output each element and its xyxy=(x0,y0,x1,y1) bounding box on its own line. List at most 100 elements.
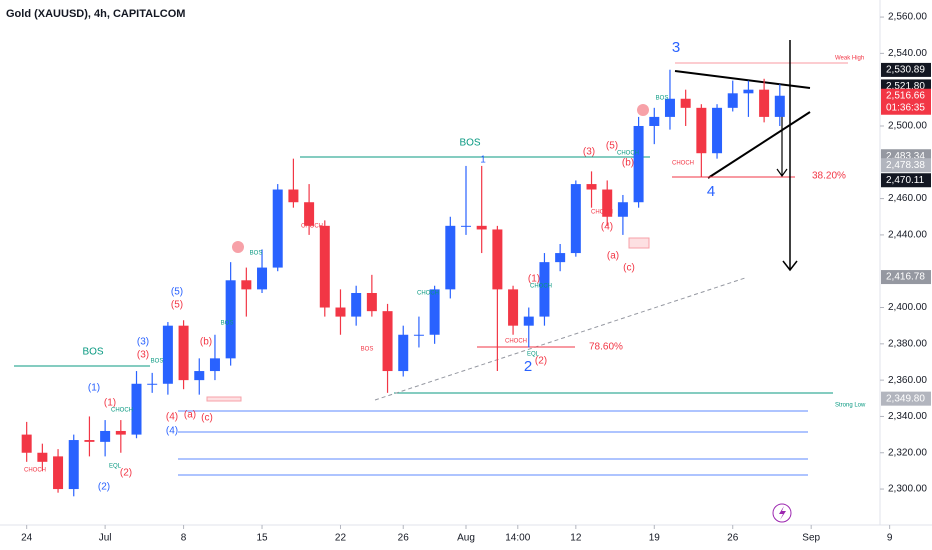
annotation: (3) xyxy=(137,350,149,361)
candle-body xyxy=(257,267,268,290)
candles xyxy=(21,69,785,497)
candle-body xyxy=(194,371,205,381)
annotation: CHOCH xyxy=(24,468,46,474)
x-tick-label: 9 xyxy=(887,533,893,544)
annotation: CHOCH xyxy=(530,284,552,290)
annotation: (4) xyxy=(166,426,178,437)
candle-body xyxy=(319,225,330,308)
annotation: Weak High xyxy=(835,56,864,62)
candle-body xyxy=(382,311,393,372)
candle-body xyxy=(461,225,471,227)
annotation: BOS xyxy=(250,251,263,257)
candle-body xyxy=(147,383,158,385)
candle-body xyxy=(508,289,519,326)
candle-body xyxy=(21,434,32,453)
chart-title: Gold (XAUUSD), 4h, CAPITALCOM xyxy=(6,8,185,20)
candle-body xyxy=(115,430,126,435)
marker xyxy=(637,104,649,116)
drawings xyxy=(14,40,848,523)
price-label-box xyxy=(881,270,931,285)
annotation: CHOCH xyxy=(672,161,694,167)
candle-body xyxy=(680,98,691,108)
candle-body xyxy=(335,307,346,317)
triangle-lower xyxy=(707,111,811,179)
candle-body xyxy=(100,430,111,442)
annotation: (2) xyxy=(120,468,132,479)
zone xyxy=(628,237,650,249)
annotation: CHOCH xyxy=(617,151,639,157)
candle-body xyxy=(304,202,315,226)
candle-body xyxy=(68,440,79,490)
candle-body xyxy=(131,383,142,435)
arrow-head xyxy=(782,260,798,272)
price-label: 2,349.80 xyxy=(886,393,925,404)
y-tick-label: 2,400.00 xyxy=(888,302,927,313)
alert-icon[interactable] xyxy=(772,503,792,523)
y-tick-label: 2,300.00 xyxy=(888,484,927,495)
price-label: 2,516.66 xyxy=(886,90,925,101)
annotation: 2 xyxy=(524,358,532,375)
candle-body xyxy=(523,316,534,326)
annotation: EQL xyxy=(109,464,122,470)
candle-body xyxy=(429,289,440,335)
annotation: Strong Low xyxy=(835,403,866,409)
annotation: CHOCH xyxy=(301,224,323,230)
annotation: (1) xyxy=(528,274,540,285)
y-tick-label: 2,540.00 xyxy=(888,48,927,59)
candle-body xyxy=(53,456,64,490)
annotation: (3) xyxy=(137,337,149,348)
x-tick-label: 19 xyxy=(649,533,661,544)
annotation: (1) xyxy=(104,398,116,409)
annotation: (c) xyxy=(201,413,213,424)
zone xyxy=(206,396,242,402)
annotation: CHOCH xyxy=(111,408,133,414)
price-label: 2,478.38 xyxy=(886,160,925,171)
x-tick-label: 12 xyxy=(570,533,582,544)
annotation: EQL xyxy=(527,352,540,358)
arrow-head xyxy=(776,168,788,178)
price-label: 2,470.11 xyxy=(886,175,925,186)
candle-body xyxy=(759,89,770,117)
candle-body xyxy=(366,292,377,312)
annotation: (b) xyxy=(200,337,212,348)
x-tick-label: 26 xyxy=(727,533,739,544)
marker xyxy=(232,241,244,253)
y-tick-label: 2,460.00 xyxy=(888,193,927,204)
annotation: (a) xyxy=(607,251,619,262)
annotation: (4) xyxy=(166,412,178,423)
x-tick-label: 24 xyxy=(21,533,33,544)
y-tick-label: 2,380.00 xyxy=(888,338,927,349)
candle-body xyxy=(555,253,566,263)
y-tick-label: 2,340.00 xyxy=(888,411,927,422)
annotation: (a) xyxy=(184,410,196,421)
annotation: (5) xyxy=(171,300,183,311)
trend-line xyxy=(374,277,746,401)
candle-body xyxy=(649,116,660,126)
candle-body xyxy=(225,280,236,359)
price-label-box xyxy=(881,62,931,77)
candle-body xyxy=(351,292,362,317)
x-tick-label: Jul xyxy=(99,533,112,544)
price-label: 2,521.80 xyxy=(886,81,925,92)
annotation: 1 xyxy=(480,155,486,166)
annotation: 38.20% xyxy=(812,171,846,182)
annotation: 4 xyxy=(707,183,715,200)
candle-body xyxy=(272,189,283,268)
price-label: 2,483.34 xyxy=(886,151,925,162)
annotation: (b) xyxy=(622,158,634,169)
x-tick-label: 15 xyxy=(256,533,268,544)
candle-body xyxy=(617,202,628,217)
price-label-box xyxy=(881,173,931,188)
candle-body xyxy=(712,107,723,154)
candle-body xyxy=(162,325,173,384)
candle-body xyxy=(696,107,707,154)
candle-body xyxy=(602,189,613,217)
price-label: 2,530.89 xyxy=(886,65,925,76)
y-tick-label: 2,440.00 xyxy=(888,230,927,241)
triangle-upper xyxy=(674,70,811,89)
x-tick-label: Aug xyxy=(457,533,475,544)
annotation: BOS xyxy=(459,138,480,149)
x-tick-label: Sep xyxy=(802,533,820,544)
annotation: (2) xyxy=(535,356,547,367)
